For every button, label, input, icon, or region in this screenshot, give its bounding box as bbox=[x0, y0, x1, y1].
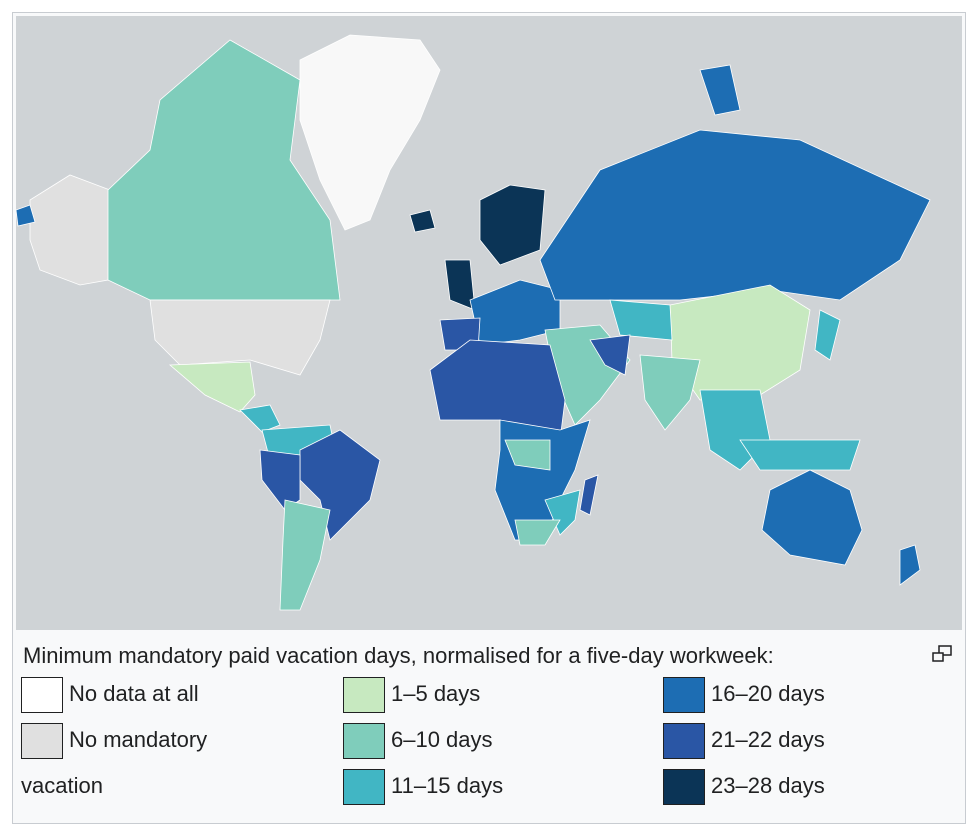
legend-swatch bbox=[343, 677, 385, 714]
caption: Minimum mandatory paid vacation days, no… bbox=[23, 643, 774, 668]
legend-swatch bbox=[343, 723, 385, 760]
legend-label: No mandatory vacation bbox=[21, 727, 208, 798]
legend-item: 21–22 days bbox=[663, 717, 963, 763]
legend-item: 23–28 days bbox=[663, 763, 963, 809]
legend-swatch bbox=[663, 723, 705, 760]
legend-swatch bbox=[21, 723, 63, 760]
figure: Minimum mandatory paid vacation days, no… bbox=[12, 12, 966, 824]
legend-label: 1–5 days bbox=[391, 681, 481, 706]
world-map bbox=[16, 16, 962, 630]
legend-label: 6–10 days bbox=[391, 727, 493, 752]
legend-label: 21–22 days bbox=[711, 727, 825, 752]
legend-label: 16–20 days bbox=[711, 681, 825, 706]
legend-item: No data at all bbox=[21, 671, 421, 717]
legend-swatch bbox=[663, 769, 705, 806]
legend-swatch bbox=[663, 677, 705, 714]
legend-swatch bbox=[21, 677, 63, 714]
legend-label: 23–28 days bbox=[711, 773, 825, 798]
legend-item: 16–20 days bbox=[663, 671, 963, 717]
legend-item: 1–5 days bbox=[343, 671, 643, 717]
legend-label: No data at all bbox=[69, 681, 199, 706]
legend-item: 6–10 days bbox=[343, 717, 643, 763]
expand-icon[interactable] bbox=[931, 645, 953, 663]
legend-label: 11–15 days bbox=[391, 773, 504, 798]
legend-item: 11–15 days bbox=[343, 763, 643, 809]
legend-item: No mandatory vacation bbox=[21, 717, 281, 809]
legend-swatch bbox=[343, 769, 385, 806]
